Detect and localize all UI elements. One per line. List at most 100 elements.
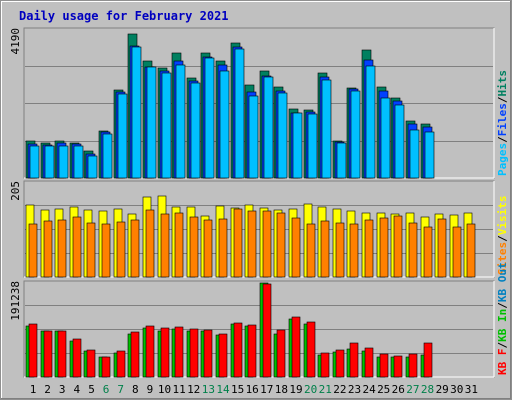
legend-top-part-4: / — [496, 96, 509, 103]
bar-kb-f-day-15 — [233, 322, 243, 378]
bar-sites-day-14 — [218, 218, 228, 278]
bar-sites-day-1 — [28, 223, 38, 278]
day-label-1: 1 — [30, 383, 37, 396]
day-label-6: 6 — [103, 383, 110, 396]
panel-2-legend: Sites/Visits — [496, 196, 509, 276]
legend-bottom-part-1: KB F — [496, 349, 509, 376]
legend-middle-part-1: Sites — [496, 242, 509, 275]
day-label-23: 23 — [348, 383, 361, 396]
bar-pages-day-8 — [131, 46, 142, 179]
bar-sites-day-5 — [86, 222, 96, 278]
bar-sites-day-9 — [145, 209, 155, 278]
bar-sites-day-10 — [160, 213, 170, 278]
day-label-3: 3 — [59, 383, 66, 396]
bar-sites-day-8 — [130, 219, 140, 278]
day-label-22: 22 — [333, 383, 346, 396]
bar-pages-day-9 — [146, 66, 157, 179]
bar-kb-f-day-14 — [218, 333, 228, 378]
bar-sites-day-25 — [379, 217, 389, 278]
day-label-8: 8 — [132, 383, 139, 396]
bar-kb-f-day-28 — [423, 342, 433, 378]
day-label-27: 27 — [406, 383, 419, 396]
legend-top-part-1: Pages — [496, 143, 509, 176]
day-label-2: 2 — [44, 383, 51, 396]
bar-kb-f-day-6 — [101, 356, 111, 378]
bar-pages-day-5 — [87, 155, 98, 179]
day-label-18: 18 — [275, 383, 288, 396]
bar-kb-f-day-9 — [145, 325, 155, 378]
legend-bottom-part-5: KB Out — [496, 262, 509, 302]
bar-sites-day-3 — [57, 219, 67, 278]
bar-kb-f-day-8 — [130, 331, 140, 378]
bar-pages-day-26 — [394, 104, 405, 179]
bar-kb-f-day-19 — [291, 316, 301, 378]
day-label-9: 9 — [147, 383, 154, 396]
day-label-26: 26 — [392, 383, 405, 396]
day-label-21: 21 — [319, 383, 332, 396]
panel-2-max-label: 205 — [9, 181, 22, 201]
legend-bottom-part-4: / — [496, 302, 509, 309]
bar-sites-day-26 — [393, 215, 403, 278]
legend-bottom-part-3: KB In — [496, 309, 509, 342]
bar-sites-day-31 — [466, 223, 476, 278]
bar-kb-f-day-22 — [335, 349, 345, 378]
bar-kb-f-day-27 — [408, 353, 418, 378]
bar-pages-day-22 — [336, 142, 347, 179]
legend-top-part-5: Hits — [496, 70, 509, 97]
bar-kb-f-day-5 — [86, 349, 96, 378]
bar-sites-day-4 — [72, 216, 82, 278]
bar-pages-day-2 — [44, 145, 55, 179]
bar-pages-day-10 — [161, 72, 172, 179]
bar-kb-f-day-20 — [306, 321, 316, 378]
day-label-4: 4 — [73, 383, 80, 396]
day-label-12: 12 — [187, 383, 200, 396]
bar-pages-day-11 — [175, 64, 186, 179]
bar-pages-day-21 — [321, 79, 332, 179]
bar-pages-day-23 — [350, 90, 361, 179]
bar-pages-day-6 — [102, 133, 113, 179]
bar-kb-f-day-18 — [276, 329, 286, 378]
bar-pages-day-7 — [117, 93, 128, 179]
day-label-31: 31 — [465, 383, 478, 396]
bar-pages-day-15 — [234, 48, 245, 179]
bar-kb-f-day-24 — [364, 347, 374, 378]
legend-top-part-3: Files — [496, 103, 509, 136]
legend-middle-part-2: / — [496, 235, 509, 242]
day-label-25: 25 — [377, 383, 390, 396]
bar-pages-day-20 — [307, 113, 318, 179]
bar-kb-f-day-12 — [189, 328, 199, 378]
bar-pages-day-28 — [424, 131, 435, 179]
day-label-15: 15 — [231, 383, 244, 396]
panel-1-max-label: 4190 — [9, 28, 22, 55]
bar-pages-day-13 — [204, 57, 215, 179]
bar-pages-day-24 — [365, 65, 376, 179]
bar-sites-day-17 — [262, 210, 272, 278]
bar-sites-day-27 — [408, 222, 418, 278]
day-label-19: 19 — [289, 383, 302, 396]
bar-pages-day-14 — [219, 70, 230, 179]
bar-sites-day-20 — [306, 223, 316, 278]
day-label-16: 16 — [246, 383, 259, 396]
day-label-29: 29 — [436, 383, 449, 396]
legend-top-part-2: / — [496, 136, 509, 143]
day-label-24: 24 — [362, 383, 376, 396]
bar-pages-day-1 — [29, 145, 40, 179]
bar-kb-f-day-7 — [116, 350, 126, 378]
bar-kb-f-day-13 — [203, 329, 213, 378]
legend-bottom-part-2: / — [496, 342, 509, 349]
bar-kb-f-day-11 — [174, 326, 184, 378]
bar-pages-day-16 — [248, 95, 259, 179]
bar-sites-day-12 — [189, 216, 199, 278]
bar-kb-f-day-21 — [320, 352, 330, 378]
legend-middle-part-3: Visits — [496, 196, 509, 236]
panel-3-max-label: 191238 — [9, 281, 22, 321]
bar-sites-day-2 — [43, 220, 53, 278]
bar-sites-day-6 — [101, 223, 111, 278]
bar-sites-day-21 — [320, 220, 330, 278]
bar-kb-f-day-16 — [247, 324, 257, 378]
panel-3-legend: KB F/KB In/KB Out — [496, 262, 509, 375]
bar-sites-day-16 — [247, 210, 257, 278]
bar-kb-f-day-3 — [57, 330, 67, 378]
